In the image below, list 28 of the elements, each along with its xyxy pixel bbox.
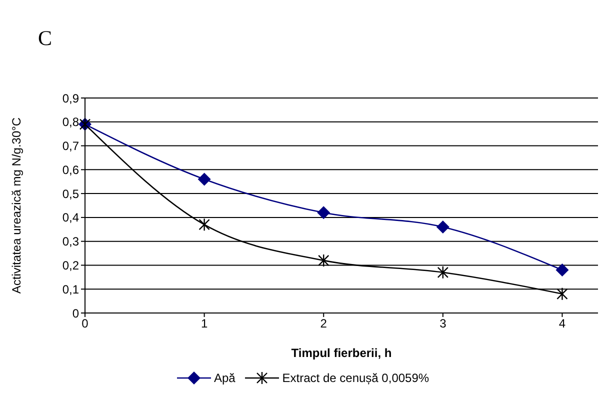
point [556, 264, 569, 276]
x-tick-label: 1 [200, 316, 208, 331]
y-tick-label: 0,8 [62, 115, 80, 130]
y-tick-label: 0,4 [62, 210, 80, 225]
point [436, 220, 450, 234]
y-tick-label: 0,9 [62, 91, 80, 106]
y-tick-label: 0,1 [62, 282, 80, 296]
point [317, 206, 330, 220]
point [318, 254, 330, 268]
legend-label: Extract de cenușă 0,0059% [282, 371, 430, 385]
y-tick-label: 0,7 [62, 139, 80, 154]
point [437, 266, 449, 279]
x-tick-label: 0 [82, 316, 89, 331]
y-axis-title: Activitatea ureazică mg N/g.30°C [9, 117, 24, 294]
y-tick-label: 0,6 [62, 162, 80, 177]
chart-title: C [38, 26, 52, 51]
y-tick-label: 0,2 [62, 258, 80, 272]
x-axis-title: Timpul fierberii, h [291, 346, 392, 360]
point [198, 172, 211, 186]
y-tick-label: 0,5 [62, 186, 80, 201]
x-tick-label: 2 [320, 316, 328, 331]
y-tick-label: 0 [72, 306, 80, 320]
x-tick-label: 3 [440, 316, 447, 331]
y-tick-label: 0,3 [62, 234, 80, 249]
point [556, 287, 568, 300]
point [198, 218, 210, 232]
x-tick-label: 4 [558, 316, 566, 331]
legend-label: Apă [214, 371, 236, 385]
